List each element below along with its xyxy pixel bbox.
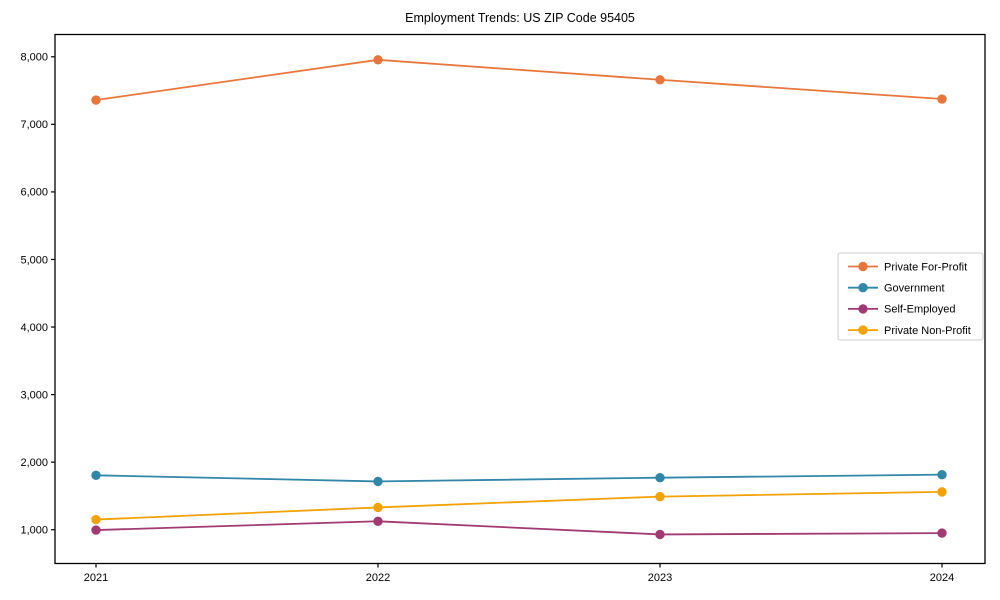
data-point xyxy=(655,472,665,483)
y-tick-label: 4,000 xyxy=(20,322,48,334)
y-tick-label: 5,000 xyxy=(20,254,48,266)
x-tick-label: 2023 xyxy=(648,572,672,584)
series-government xyxy=(91,469,947,487)
chart-title: Employment Trends: US ZIP Code 95405 xyxy=(405,11,635,25)
legend-box xyxy=(837,252,984,341)
series-self-employed xyxy=(91,516,947,540)
y-tick-label: 1,000 xyxy=(20,525,48,537)
data-point xyxy=(373,476,383,487)
data-point xyxy=(937,528,947,538)
series-line xyxy=(95,490,943,521)
legend: Private For-Profit Government Self-Employe… xyxy=(837,252,984,341)
series-line xyxy=(95,520,943,536)
y-tick-label: 6,000 xyxy=(20,187,48,199)
legend-label: Government xyxy=(884,283,945,295)
data-point xyxy=(655,529,665,540)
series-line xyxy=(95,58,943,101)
data-point xyxy=(937,487,947,497)
data-point xyxy=(373,502,383,513)
legend-marker-dot-icon xyxy=(858,283,868,293)
series-line xyxy=(95,473,943,483)
data-point xyxy=(655,75,665,85)
data-point xyxy=(91,514,101,525)
legend-label: Private For-Profit xyxy=(884,261,967,273)
data-point xyxy=(937,94,947,104)
legend-label: Private Non-Profit xyxy=(884,325,971,337)
x-tick-label: 2024 xyxy=(930,572,954,584)
plot-box xyxy=(54,33,986,565)
data-point xyxy=(91,95,101,105)
data-point xyxy=(937,469,947,480)
y-tick-label: 3,000 xyxy=(20,389,48,401)
legend-marker-dot-icon xyxy=(858,304,868,314)
series-private-for-profit xyxy=(91,55,947,105)
data-point xyxy=(91,525,101,535)
y-tick-label: 8,000 xyxy=(20,52,48,64)
legend-marker-dot-icon xyxy=(858,325,868,335)
y-axis: 1,000 2,000 3,000 4,000 5,000 6,000 7,000 8,000 xyxy=(20,52,55,537)
data-point xyxy=(373,516,383,526)
legend-item: Government xyxy=(848,283,945,295)
y-tick-label: 7,000 xyxy=(20,119,48,131)
legend-marker-dot-icon xyxy=(858,261,868,272)
series-private-non-profit xyxy=(91,487,947,525)
data-point xyxy=(91,470,101,481)
x-tick-label: 2022 xyxy=(366,572,390,584)
x-axis: 2021 2022 2023 2024 xyxy=(84,563,954,584)
legend-item: Private For-Profit xyxy=(848,261,967,273)
legend-label: Self-Employed xyxy=(884,304,956,316)
data-point xyxy=(373,55,383,65)
plot-area: 1,000 2,000 3,000 4,000 5,000 6,000 7,000 8,000… xyxy=(20,33,986,584)
data-point xyxy=(655,491,665,502)
legend-item: Self-Employed xyxy=(848,304,956,316)
y-tick-label: 2,000 xyxy=(20,457,48,469)
legend-item: Private Non-Profit xyxy=(848,325,971,337)
x-tick-label: 2021 xyxy=(84,572,108,584)
